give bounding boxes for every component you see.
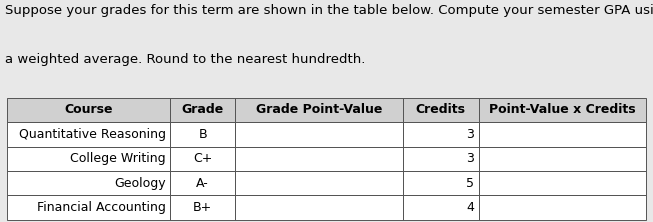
Bar xyxy=(170,195,235,220)
Bar xyxy=(235,98,403,122)
Bar xyxy=(7,195,170,220)
Text: Geology: Geology xyxy=(114,177,166,190)
Bar xyxy=(170,122,235,147)
Bar xyxy=(7,98,170,122)
Text: A-: A- xyxy=(197,177,209,190)
Bar xyxy=(403,171,479,195)
Text: College Writing: College Writing xyxy=(70,152,166,165)
Bar xyxy=(170,98,235,122)
Bar xyxy=(7,147,170,171)
Bar xyxy=(170,147,235,171)
Bar xyxy=(7,122,170,147)
Bar xyxy=(235,195,403,220)
Bar xyxy=(235,147,403,171)
Text: C+: C+ xyxy=(193,152,212,165)
Text: Financial Accounting: Financial Accounting xyxy=(37,201,166,214)
Bar xyxy=(479,122,646,147)
Bar xyxy=(479,171,646,195)
Text: 5: 5 xyxy=(466,177,474,190)
Bar xyxy=(170,147,235,171)
Bar xyxy=(235,171,403,195)
Text: B+: B+ xyxy=(193,201,212,214)
Bar xyxy=(479,171,646,195)
Bar xyxy=(235,122,403,147)
Bar xyxy=(403,122,479,147)
Bar xyxy=(479,195,646,220)
Bar xyxy=(479,98,646,122)
Bar xyxy=(7,195,170,220)
Bar xyxy=(403,195,479,220)
Bar xyxy=(479,195,646,220)
Bar xyxy=(7,171,170,195)
Bar xyxy=(170,195,235,220)
Bar xyxy=(403,147,479,171)
Text: Grade: Grade xyxy=(182,103,224,116)
Bar xyxy=(479,122,646,147)
Bar xyxy=(479,147,646,171)
Bar xyxy=(403,98,479,122)
Bar xyxy=(7,147,170,171)
Bar xyxy=(403,122,479,147)
Bar xyxy=(7,122,170,147)
Bar xyxy=(235,122,403,147)
Bar xyxy=(7,98,170,122)
Bar xyxy=(235,98,403,122)
Bar xyxy=(403,195,479,220)
Bar xyxy=(170,171,235,195)
Bar xyxy=(403,147,479,171)
Text: Quantitative Reasoning: Quantitative Reasoning xyxy=(19,128,166,141)
Bar xyxy=(235,195,403,220)
Text: Grade Point-Value: Grade Point-Value xyxy=(256,103,382,116)
Text: Course: Course xyxy=(64,103,113,116)
Bar xyxy=(235,147,403,171)
Bar xyxy=(479,98,646,122)
Bar xyxy=(235,171,403,195)
Bar xyxy=(170,122,235,147)
Bar xyxy=(479,147,646,171)
Bar xyxy=(403,171,479,195)
Bar xyxy=(170,98,235,122)
Bar xyxy=(403,98,479,122)
Text: B: B xyxy=(199,128,207,141)
Text: 3: 3 xyxy=(466,152,474,165)
Bar xyxy=(7,171,170,195)
Text: Suppose your grades for this term are shown in the table below. Compute your sem: Suppose your grades for this term are sh… xyxy=(5,4,653,18)
Text: 3: 3 xyxy=(466,128,474,141)
Bar xyxy=(170,171,235,195)
Text: Point-Value x Credits: Point-Value x Credits xyxy=(489,103,636,116)
Text: 4: 4 xyxy=(466,201,474,214)
Text: a weighted average. Round to the nearest hundredth.: a weighted average. Round to the nearest… xyxy=(5,53,366,66)
Text: Credits: Credits xyxy=(416,103,466,116)
